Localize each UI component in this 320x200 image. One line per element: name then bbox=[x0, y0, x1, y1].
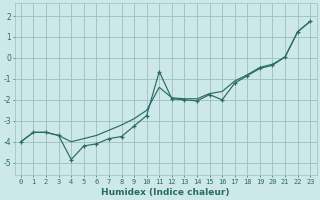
X-axis label: Humidex (Indice chaleur): Humidex (Indice chaleur) bbox=[101, 188, 230, 197]
